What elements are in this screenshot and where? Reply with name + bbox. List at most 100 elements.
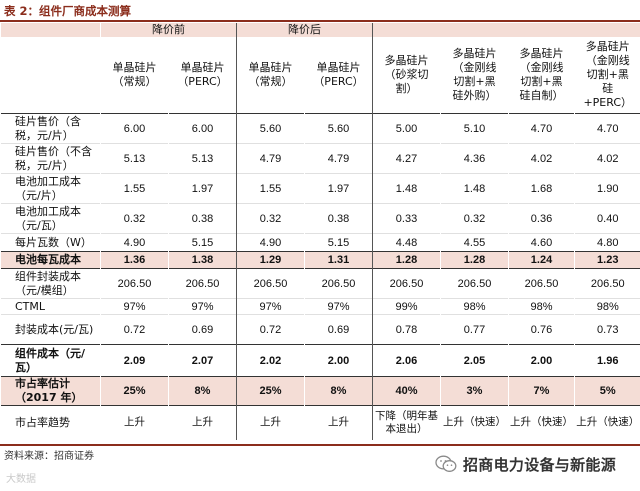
watermark-right: 招商电力设备与新能源 <box>463 455 617 474</box>
table-cell: 0.69 <box>304 314 373 345</box>
table-row: CTML 97% 97% 97% 97% 99% 98% 98% 98% <box>0 298 640 315</box>
table-cell: 0.72 <box>236 314 305 345</box>
row-label: 封装成本(元/瓦) <box>0 314 101 345</box>
table-cell: 8% <box>304 376 373 406</box>
table-cell: 0.78 <box>372 314 441 345</box>
table-title: 表 2：组件厂商成本测算 <box>0 0 640 22</box>
table-cell: 2.02 <box>236 344 305 377</box>
table-cell: 1.36 <box>100 251 169 269</box>
table-cell: 0.36 <box>508 203 575 234</box>
table-row: 硅片售价（不含税，元/片） 5.13 5.13 4.79 4.79 4.27 4.36 4.0… <box>0 143 640 174</box>
table-cell: 5.15 <box>168 233 237 252</box>
table-cell: 0.32 <box>236 203 305 234</box>
row-label: 电池每瓦成本 <box>0 251 101 269</box>
table-cell: 1.90 <box>574 173 640 204</box>
table-cell: 1.68 <box>508 173 575 204</box>
column-header: 单晶硅片 （PERC） <box>304 37 373 114</box>
table-cell: 206.50 <box>440 268 509 299</box>
table-cell: 0.72 <box>100 314 169 345</box>
table-cell: 2.06 <box>372 344 441 377</box>
row-label: CTML <box>0 298 101 315</box>
table-cell: 206.50 <box>236 268 305 299</box>
table-row: 封装成本(元/瓦) 0.72 0.69 0.72 0.69 0.78 0.77 0.76 0.7… <box>0 314 640 345</box>
table-cell: 4.60 <box>508 233 575 252</box>
table-cell: 4.02 <box>574 143 640 174</box>
table-cell: 4.79 <box>304 143 373 174</box>
table-cell: 2.09 <box>100 344 169 377</box>
table-cell: 1.28 <box>372 251 441 269</box>
source-note: 资料来源：招商证券 <box>4 451 94 462</box>
table-cell: 1.55 <box>100 173 169 204</box>
table-cell: 上升 <box>304 405 373 440</box>
table-cell: 0.69 <box>168 314 237 345</box>
row-label: 组件封装成本（元/模组） <box>0 268 101 299</box>
corner-cell <box>0 23 101 37</box>
table-cell: 1.97 <box>168 173 237 204</box>
column-header: 单晶硅片 （PERC） <box>168 37 237 114</box>
table-cell: 6.00 <box>100 113 169 144</box>
table-cell: 98% <box>508 298 575 315</box>
table-cell: 4.80 <box>574 233 640 252</box>
table-cell: 4.70 <box>574 113 640 144</box>
column-header: 多晶硅片 （金刚线 切割+黑 硅 +PERC） <box>574 37 640 114</box>
table-cell: 上升（快速） <box>574 405 640 440</box>
table-cell: 206.50 <box>168 268 237 299</box>
table-cell: 5.00 <box>372 113 441 144</box>
table-cell: 0.32 <box>100 203 169 234</box>
group-empty <box>372 23 640 37</box>
table-cell: 上升 <box>100 405 169 440</box>
table-cell: 1.48 <box>372 173 441 204</box>
watermark-left: 大数据 <box>6 474 36 485</box>
table-cell: 4.90 <box>236 233 305 252</box>
row-label: 硅片售价（不含税，元/片） <box>0 143 101 174</box>
table-cell: 98% <box>574 298 640 315</box>
table-cell: 206.50 <box>574 268 640 299</box>
table-cell: 1.23 <box>574 251 640 269</box>
group-after: 降价后 <box>236 23 373 37</box>
table-cell: 97% <box>304 298 373 315</box>
wechat-icon <box>435 455 457 473</box>
table-cell: 206.50 <box>100 268 169 299</box>
table-row: 电池每瓦成本 1.36 1.38 1.29 1.31 1.28 1.28 1.24 1.23 <box>0 251 640 269</box>
table-row: 电池加工成本（元/瓦） 0.32 0.38 0.32 0.38 0.33 0.32 0.36 0… <box>0 203 640 234</box>
header-empty <box>0 37 101 114</box>
table-cell: 1.55 <box>236 173 305 204</box>
table-cell: 1.29 <box>236 251 305 269</box>
table-cell: 5.13 <box>168 143 237 174</box>
table-row: 组件成本（元/瓦） 2.09 2.07 2.02 2.00 2.06 2.05 2.00 1.9… <box>0 344 640 377</box>
table-cell: 1.31 <box>304 251 373 269</box>
table-cell: 4.36 <box>440 143 509 174</box>
table-cell: 4.48 <box>372 233 441 252</box>
table-cell: 1.97 <box>304 173 373 204</box>
table-row: 组件封装成本（元/模组） 206.50 206.50 206.50 206.50 206.… <box>0 268 640 299</box>
table-cell: 0.73 <box>574 314 640 345</box>
table-bottom-rule <box>0 444 640 446</box>
table-cell: 1.48 <box>440 173 509 204</box>
column-header: 多晶硅片 （砂浆切 割） <box>372 37 441 114</box>
table-row: 电池加工成本（元/片） 1.55 1.97 1.55 1.97 1.48 1.48 1.68 1… <box>0 173 640 204</box>
table-cell: 1.96 <box>574 344 640 377</box>
column-header: 多晶硅片 （金刚线 切割+黑 硅自制） <box>508 37 575 114</box>
table-cell: 4.02 <box>508 143 575 174</box>
column-header: 单晶硅片 （常规） <box>100 37 169 114</box>
table-cell: 0.38 <box>168 203 237 234</box>
table-cell: 5.10 <box>440 113 509 144</box>
table-cell: 25% <box>100 376 169 406</box>
table-cell: 4.90 <box>100 233 169 252</box>
table-cell: 7% <box>508 376 575 406</box>
table-cell: 5% <box>574 376 640 406</box>
table-cell: 206.50 <box>372 268 441 299</box>
table-cell: 0.38 <box>304 203 373 234</box>
table-row: 市占率估计（2017 年） 25% 8% 25% 8% 40% 3% 7% 5% <box>0 376 640 406</box>
table-cell: 97% <box>168 298 237 315</box>
table-cell: 206.50 <box>508 268 575 299</box>
row-label: 市占率估计（2017 年） <box>0 376 101 406</box>
table-cell: 4.27 <box>372 143 441 174</box>
cost-table: 降价前 降价后 单晶硅片 （常规） 单晶硅片 （PERC） 单晶硅片 （常规） 单晶硅… <box>0 23 640 440</box>
table-cell: 99% <box>372 298 441 315</box>
row-label: 市占率趋势 <box>0 405 101 440</box>
table-cell: 98% <box>440 298 509 315</box>
table-row: 硅片售价（含税，元/片） 6.00 6.00 5.60 5.60 5.00 5.10 4.70… <box>0 113 640 144</box>
table-cell: 0.77 <box>440 314 509 345</box>
table-cell: 2.00 <box>508 344 575 377</box>
